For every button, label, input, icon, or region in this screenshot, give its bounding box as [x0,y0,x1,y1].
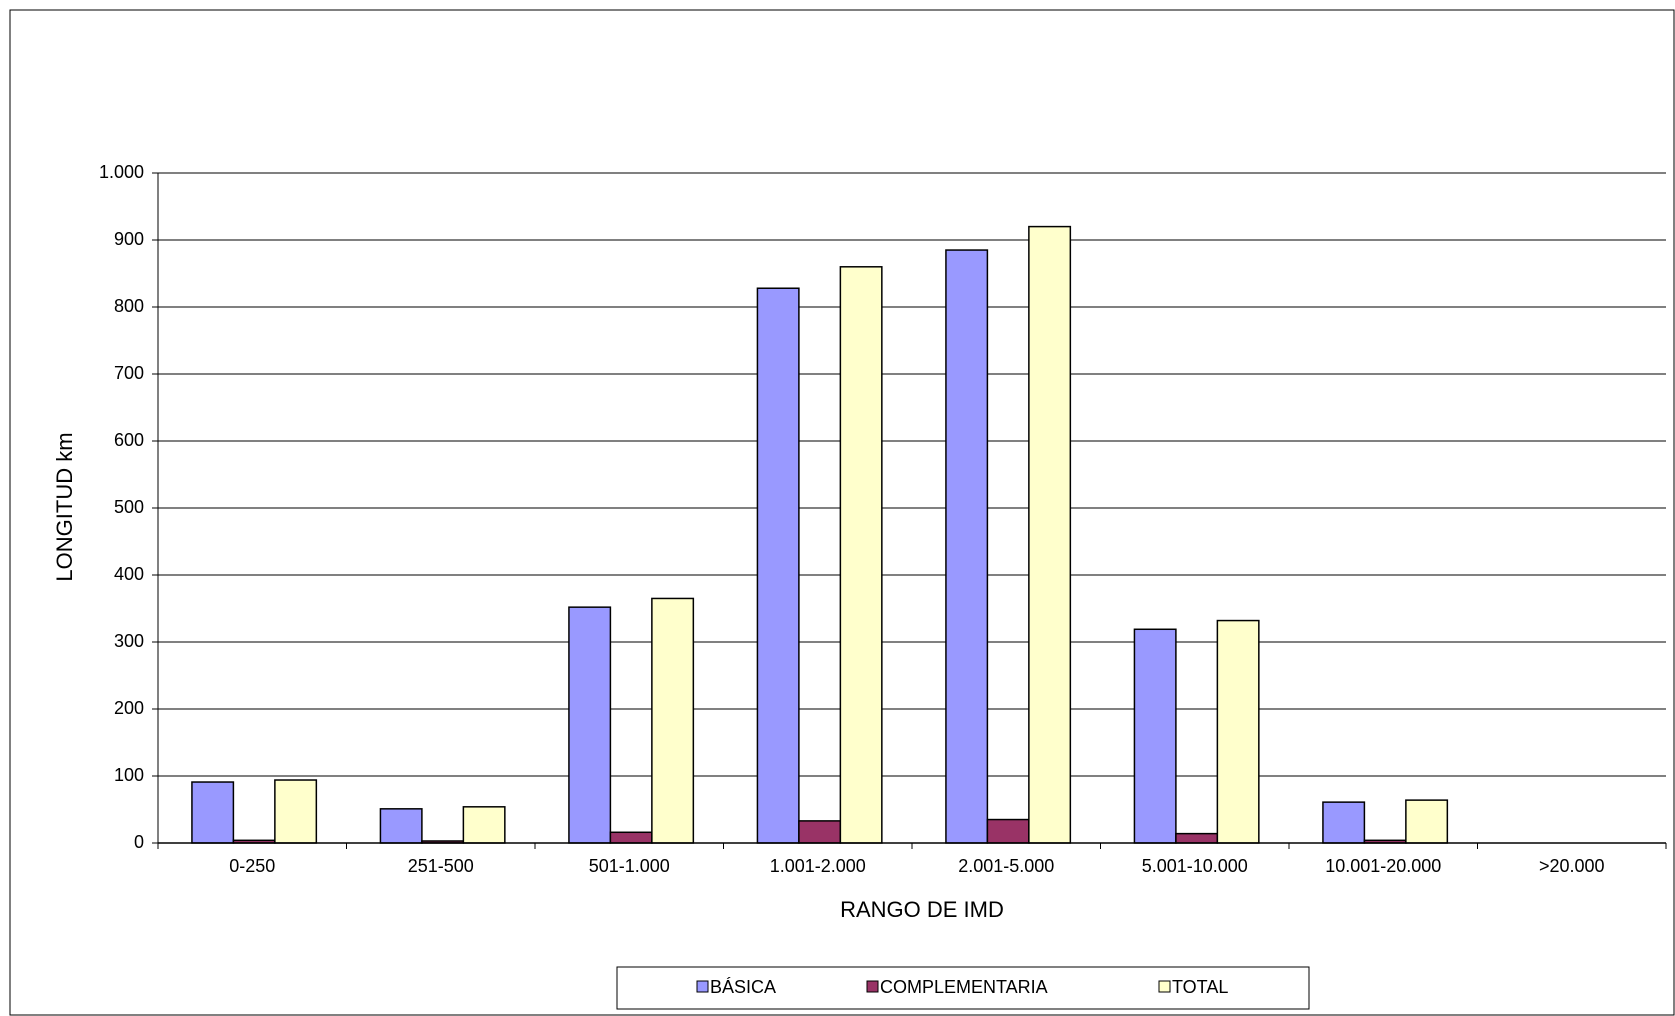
chart-border [9,9,1675,1016]
y-tick-label: 600 [114,430,144,450]
legend-swatch [1158,980,1171,993]
y-tick-label: 100 [114,765,144,785]
bar [609,831,653,844]
legend-swatch [866,980,879,993]
bar [1405,799,1449,844]
legend-box [616,966,1310,1010]
legend-label: COMPLEMENTARIA [880,977,1048,997]
y-tick-label: 700 [114,363,144,383]
bar [1175,832,1219,844]
y-tick-label: 0 [134,832,144,852]
bar [651,597,695,844]
y-tick-label: 200 [114,698,144,718]
y-axis-title: LONGITUD km [52,432,77,581]
bar [756,287,800,844]
y-tick-label: 900 [114,229,144,249]
legend-label: BÁSICA [710,977,776,997]
bar [1322,801,1366,844]
x-tick-label: >20.000 [1539,856,1605,876]
y-tick-label: 400 [114,564,144,584]
x-tick-label: 10.001-20.000 [1325,856,1441,876]
legend-label: TOTAL [1172,977,1228,997]
y-tick-label: 500 [114,497,144,517]
x-tick-label: 501-1.000 [589,856,670,876]
bar [1133,628,1177,844]
bar [945,249,989,844]
x-tick-label: 2.001-5.000 [958,856,1054,876]
bar [986,818,1030,844]
bar [274,779,318,844]
bar [1216,619,1260,844]
bar [1028,225,1072,844]
y-tick-label: 1.000 [99,162,144,182]
bar [568,606,612,844]
bar [462,806,506,844]
bar [839,266,883,844]
x-tick-label: 5.001-10.000 [1142,856,1248,876]
y-tick-label: 300 [114,631,144,651]
x-tick-label: 1.001-2.000 [770,856,866,876]
x-axis-title: RANGO DE IMD [840,897,1004,922]
y-tick-label: 800 [114,296,144,316]
bar [191,781,235,844]
x-tick-label: 251-500 [408,856,474,876]
bar [798,820,842,844]
legend-swatch [696,980,709,993]
bar [379,808,423,844]
x-tick-label: 0-250 [229,856,275,876]
